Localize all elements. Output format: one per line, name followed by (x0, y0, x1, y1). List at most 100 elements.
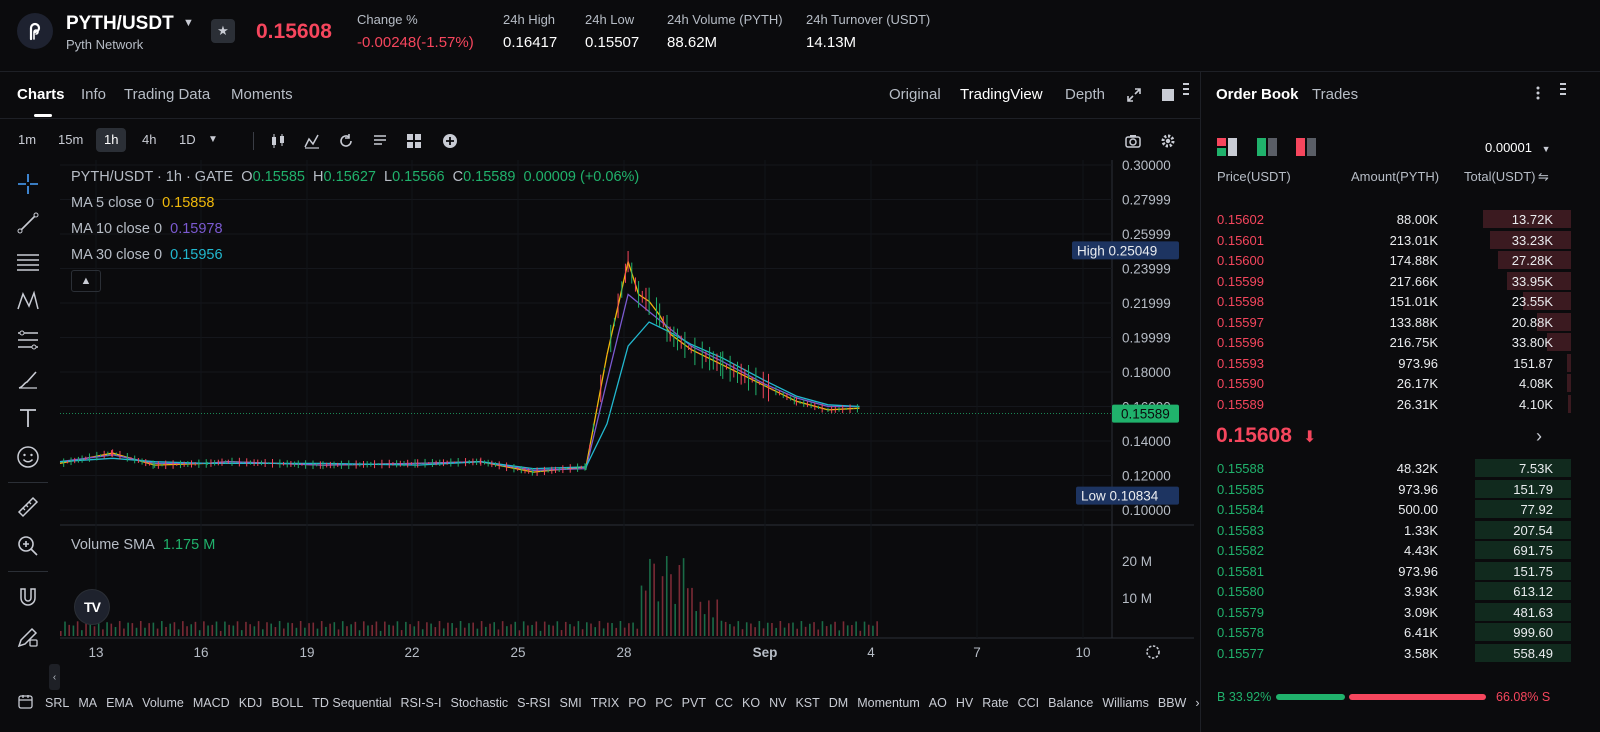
timeframe-15m[interactable]: 15m (58, 132, 84, 147)
indicator-macd[interactable]: MACD (192, 696, 230, 710)
timeframe-1m[interactable]: 1m (18, 132, 37, 147)
ruler-icon[interactable] (14, 493, 42, 521)
timeframe-1h[interactable]: 1h (96, 128, 127, 152)
panel-menu-icon[interactable] (1181, 80, 1191, 98)
indicator-rsi-s-i[interactable]: RSI-S-I (400, 696, 442, 710)
expand-icon[interactable] (1125, 86, 1143, 104)
trend-line-icon[interactable] (14, 209, 42, 237)
indicator-td-sequential[interactable]: TD Sequential (312, 696, 392, 710)
horizontal-lines-icon[interactable] (14, 248, 42, 276)
crosshair-icon[interactable] (14, 170, 42, 198)
pattern-tool-icon[interactable] (14, 287, 42, 315)
indicator-ao[interactable]: AO (928, 696, 947, 710)
ask-row[interactable]: 0.15601 213.01K 33.23K (1201, 230, 1571, 250)
indicator-s-rsi[interactable]: S-RSI (517, 696, 551, 710)
indicator-srl[interactable]: SRL (45, 696, 70, 710)
replay-icon[interactable] (336, 131, 356, 151)
indicator-pc[interactable]: PC (655, 696, 673, 710)
view-bids-icon[interactable] (1257, 138, 1277, 156)
price-chart[interactable]: 0.30000 0.27999 0.25999 0.23999 0.21999 0.199… (0, 160, 1194, 684)
tab-trades[interactable]: Trades (1312, 86, 1359, 103)
view-asks-icon[interactable] (1296, 138, 1316, 156)
ask-row[interactable]: 0.15597 133.88K 20.88K (1201, 312, 1571, 332)
indicator-kdj[interactable]: KDJ (238, 696, 263, 710)
pair-dropdown-icon[interactable]: ▼ (183, 17, 194, 29)
indicator-smi[interactable]: SMI (559, 696, 582, 710)
fib-retracement-icon[interactable] (14, 326, 42, 354)
indicators-icon[interactable] (302, 131, 322, 151)
tab-moments[interactable]: Moments (231, 86, 293, 103)
bid-row[interactable]: 0.15583 1.33K 207.54 (1201, 520, 1571, 540)
view-both-icon[interactable] (1217, 138, 1237, 156)
bid-row[interactable]: 0.15578 6.41K 999.60 (1201, 622, 1571, 642)
layout-square-icon[interactable] (1159, 86, 1177, 104)
panel-menu-icon[interactable] (1558, 80, 1568, 98)
ask-row[interactable]: 0.15596 216.75K 33.80K (1201, 332, 1571, 352)
more-vertical-icon[interactable] (1533, 84, 1543, 102)
indicator-dm[interactable]: DM (828, 696, 849, 710)
magnet-icon[interactable] (14, 584, 42, 612)
add-plus-icon[interactable] (440, 131, 460, 151)
bid-row[interactable]: 0.15582 4.43K 691.75 (1201, 540, 1571, 560)
indicator-rate[interactable]: Rate (982, 696, 1009, 710)
precision-select[interactable]: 0.00001 ▼ (1485, 140, 1551, 155)
indicator-panel-icon[interactable] (18, 694, 33, 712)
indicator-hv[interactable]: HV (955, 696, 974, 710)
candle-type-icon[interactable] (268, 131, 288, 151)
indicator-ma[interactable]: MA (78, 696, 98, 710)
pair-name[interactable]: PYTH/USDT (66, 13, 174, 34)
indicator-momentum[interactable]: Momentum (857, 696, 920, 710)
settings-gear-icon[interactable] (1158, 131, 1178, 151)
view-original[interactable]: Original (889, 86, 941, 103)
indicator-volume[interactable]: Volume (142, 696, 184, 710)
bid-row[interactable]: 0.15588 48.32K 7.53K (1201, 458, 1571, 478)
indicator-stochastic[interactable]: Stochastic (450, 696, 509, 710)
view-tradingview[interactable]: TradingView (960, 86, 1043, 103)
timeframe-more-icon[interactable]: ▼ (208, 134, 218, 145)
emoji-icon[interactable] (14, 443, 42, 471)
legend-collapse-icon[interactable]: ▲ (71, 270, 101, 292)
tab-trading-data[interactable]: Trading Data (124, 86, 211, 103)
ask-row[interactable]: 0.15602 88.00K 13.72K (1201, 209, 1571, 229)
chevron-right-icon[interactable]: › (1536, 426, 1542, 446)
brush-icon[interactable] (14, 365, 42, 393)
indicator-trix[interactable]: TRIX (590, 696, 620, 710)
indicator-po[interactable]: PO (628, 696, 647, 710)
indicator-bbw[interactable]: BBW (1157, 696, 1187, 710)
bid-row[interactable]: 0.15580 3.93K 613.12 (1201, 581, 1571, 601)
ask-row[interactable]: 0.15589 26.31K 4.10K (1201, 394, 1571, 414)
indicator-boll[interactable]: BOLL (271, 696, 304, 710)
ask-row[interactable]: 0.15598 151.01K 23.55K (1201, 291, 1571, 311)
bid-row[interactable]: 0.15584 500.00 77.92 (1201, 499, 1571, 519)
ask-row[interactable]: 0.15599 217.66K 33.95K (1201, 271, 1571, 291)
sort-toggle-icon[interactable]: ⇋ (1538, 169, 1549, 184)
bid-row[interactable]: 0.15579 3.09K 481.63 (1201, 602, 1571, 622)
indicator-kst[interactable]: KST (795, 696, 820, 710)
camera-icon[interactable] (1123, 131, 1143, 151)
text-tool-icon[interactable] (14, 404, 42, 432)
indicator-nv[interactable]: NV (769, 696, 787, 710)
indicator-ko[interactable]: KO (742, 696, 761, 710)
bid-row[interactable]: 0.15577 3.58K 558.49 (1201, 643, 1571, 663)
tab-charts[interactable]: Charts (17, 86, 65, 117)
indicator-ema[interactable]: EMA (106, 696, 134, 710)
indicator-balance[interactable]: Balance (1048, 696, 1094, 710)
indicator-next-icon[interactable]: › (1195, 696, 1200, 710)
timeframe-1d[interactable]: 1D (179, 132, 196, 147)
lock-drawing-icon[interactable] (14, 623, 42, 651)
ask-row[interactable]: 0.15593 973.96 151.87 (1201, 353, 1571, 373)
axis-settings-icon[interactable] (1146, 645, 1160, 659)
layout-grid-icon[interactable] (404, 131, 424, 151)
tab-info[interactable]: Info (81, 86, 107, 103)
bid-row[interactable]: 0.15585 973.96 151.79 (1201, 479, 1571, 499)
collapse-toolbar-icon[interactable]: ‹ (49, 664, 60, 690)
zoom-in-icon[interactable] (14, 532, 42, 560)
timeframe-4h[interactable]: 4h (142, 132, 157, 147)
bid-row[interactable]: 0.15581 973.96 151.75 (1201, 561, 1571, 581)
indicator-cci[interactable]: CCI (1017, 696, 1040, 710)
favorite-star-icon[interactable]: ★ (211, 19, 235, 43)
ask-row[interactable]: 0.15600 174.88K 27.28K (1201, 250, 1571, 270)
indicator-cc[interactable]: CC (714, 696, 734, 710)
tab-order-book[interactable]: Order Book (1216, 86, 1299, 103)
templates-icon[interactable] (370, 131, 390, 151)
